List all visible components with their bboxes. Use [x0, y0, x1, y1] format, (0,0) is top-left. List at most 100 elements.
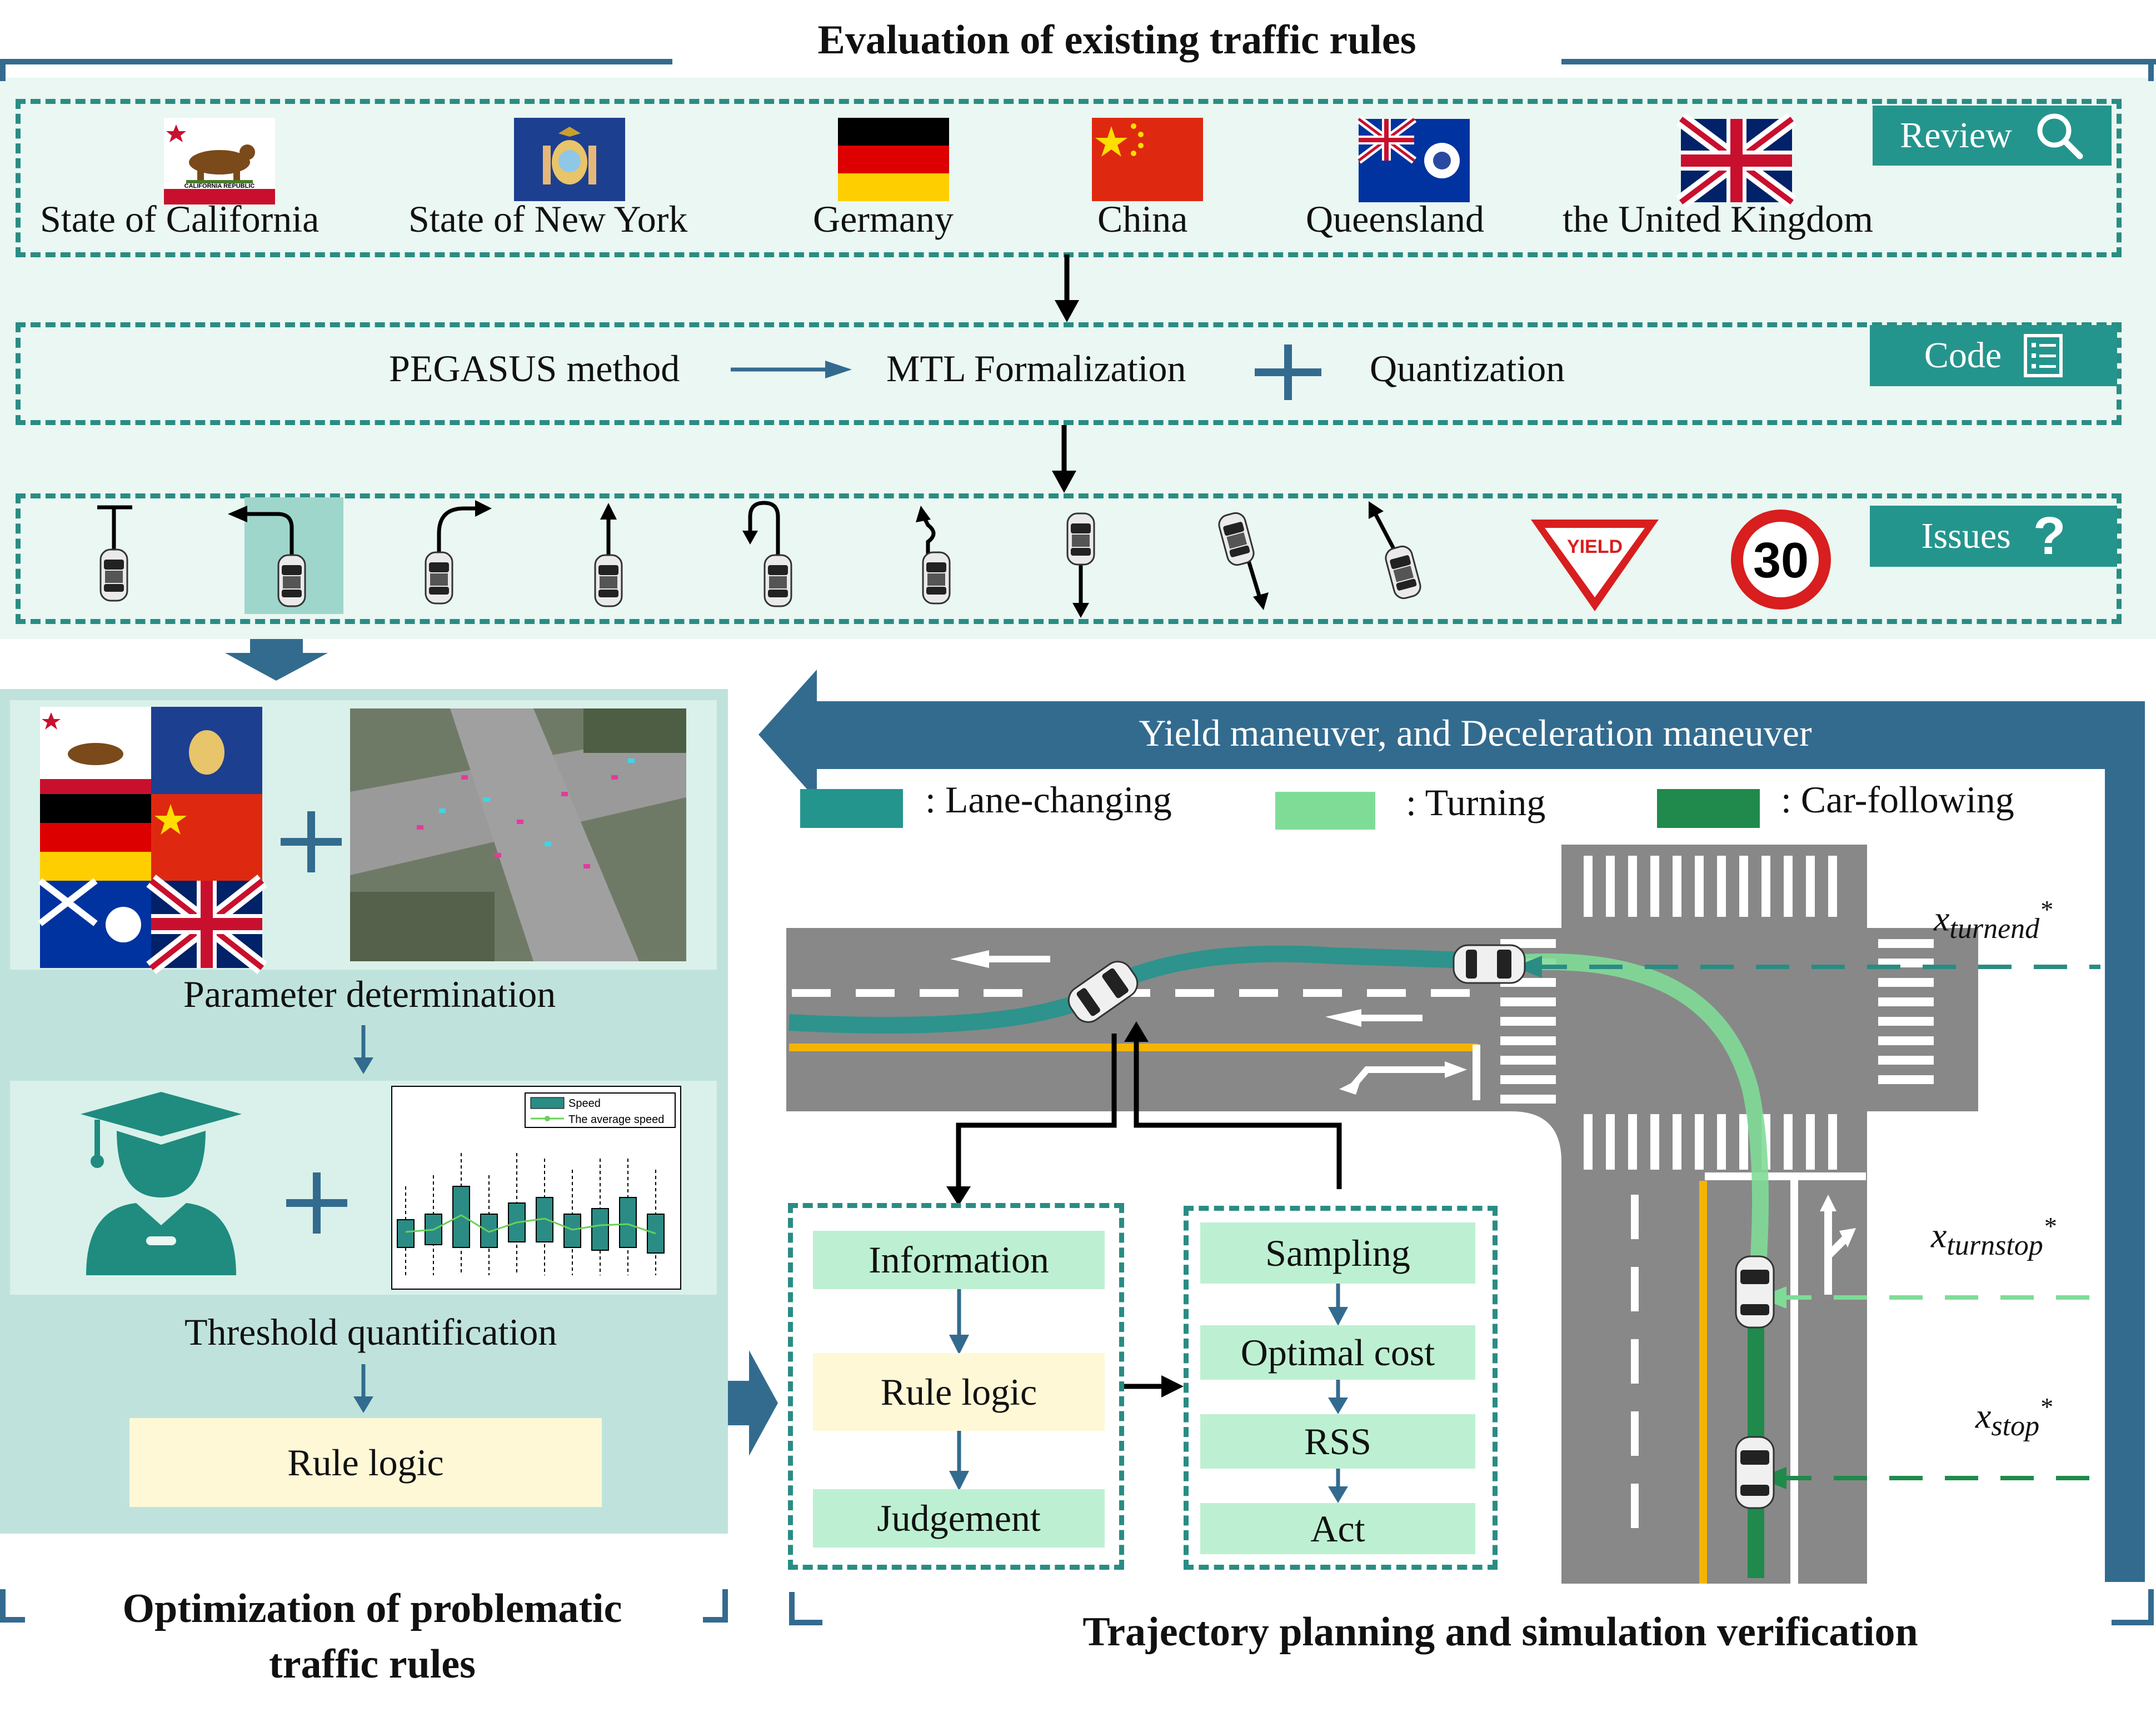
- judgement-box: Judgement: [813, 1489, 1105, 1548]
- right-footer-bracket-l: [789, 1592, 795, 1625]
- right-footer-bracket-rb: [2112, 1620, 2154, 1625]
- aerial-intersection-image: [350, 708, 686, 961]
- marker-turnstop: xturnstop*: [1931, 1211, 2056, 1262]
- method-arrow: [731, 361, 852, 378]
- svg-text:Speed: Speed: [568, 1097, 601, 1110]
- marker-turnend-base: x: [1934, 899, 1950, 939]
- legend-swatch-turning: [1275, 792, 1375, 830]
- planning-process-box: [1184, 1206, 1498, 1570]
- col2-arrow-2: [1328, 1380, 1348, 1414]
- marker-stop: xstop*: [1975, 1392, 2052, 1443]
- legend-label-turning: : Turning: [1406, 781, 1546, 823]
- issues-label: Issues: [1921, 516, 2011, 556]
- code-tag: Code: [1870, 325, 2117, 386]
- down-arrow-1: [1055, 254, 1079, 322]
- legend-label-car-following: : Car-following: [1781, 778, 2014, 821]
- marker-turnend-sup: *: [2039, 895, 2053, 924]
- marker-turnend: xturnend*: [1934, 895, 2052, 945]
- rule-logic-box-right: Rule logic: [813, 1353, 1105, 1431]
- col2-arrow-1: [1328, 1284, 1348, 1326]
- marker-turnend-sub: turnend: [1949, 913, 2040, 945]
- code-label: Code: [1924, 335, 2002, 376]
- rule-process-box: [788, 1203, 1124, 1570]
- left-footer-title: Optimization of problematic traffic rule…: [122, 1586, 622, 1687]
- issues-tag: Issues ?: [1870, 506, 2117, 567]
- right-footer-bracket-r: [2148, 1589, 2154, 1625]
- col1-arrow-1: [949, 1289, 969, 1355]
- threshold-quantification-label: Threshold quantification: [184, 1311, 557, 1353]
- yield-sign-icon: YIELD: [1531, 520, 1659, 611]
- legend-swatch-lane-changing: [800, 789, 903, 828]
- navy-right-arrow: [728, 1350, 778, 1456]
- navy-down-arrow: [225, 639, 328, 681]
- speed-limit-sign-icon: 30: [1731, 510, 1831, 610]
- marker-stop-sup: *: [2039, 1392, 2053, 1421]
- navy-return-vertical: [2105, 701, 2145, 1582]
- navy-return-horizontal: [811, 701, 2145, 769]
- legend-swatch-car-following: [1657, 789, 1760, 828]
- region-label-california: State of California: [40, 198, 320, 240]
- banner-label: Yield maneuver, and Deceleration maneuve…: [1139, 712, 1812, 754]
- information-box: Information: [813, 1231, 1105, 1289]
- marker-turnstop-base: x: [1931, 1215, 1947, 1255]
- plus-icon-flags: [281, 811, 342, 872]
- region-label-germany: Germany: [813, 198, 954, 240]
- col1-arrow-2: [949, 1431, 969, 1491]
- marker-stop-base: x: [1975, 1396, 1992, 1436]
- china-flag-icon: [1092, 118, 1203, 201]
- marker-turnstop-sup: *: [2043, 1212, 2056, 1240]
- region-label-china: China: [1097, 198, 1188, 240]
- speed-boxplot-chart: Speed The average speed: [391, 1086, 681, 1290]
- left-footer-bracket-l: [0, 1589, 6, 1623]
- svg-text:YIELD: YIELD: [1567, 536, 1623, 557]
- uk-flag-icon: [1676, 112, 1797, 209]
- marker-turnstop-sub: turnstop: [1947, 1230, 2043, 1262]
- top-bracket-left: [0, 59, 672, 64]
- rule-logic-box-left: Rule logic: [129, 1418, 602, 1507]
- region-label-uk: the United Kingdom: [1563, 198, 1874, 240]
- navy-return-arrowhead: [758, 670, 817, 800]
- act-box: Act: [1200, 1503, 1475, 1554]
- top-title: Evaluation of existing traffic rules: [817, 17, 1416, 63]
- top-bracket-left-tick: [0, 59, 6, 81]
- left-arrow-2: [353, 1364, 373, 1413]
- mtl-label: MTL Formalization: [886, 347, 1186, 390]
- new-york-flag-icon: [514, 118, 625, 201]
- svg-text:The average speed: The average speed: [568, 1114, 664, 1126]
- sampling-box: Sampling: [1200, 1222, 1475, 1284]
- left-footer-bracket-rb: [703, 1617, 728, 1623]
- legend-label-lane-changing: : Lane-changing: [925, 778, 1172, 821]
- svg-text:CALIFORNIA REPUBLIC: CALIFORNIA REPUBLIC: [184, 183, 255, 189]
- plus-icon-graduate: [286, 1172, 347, 1234]
- search-icon: [2037, 113, 2083, 159]
- col2-arrow-3: [1328, 1469, 1348, 1503]
- svg-text:30: 30: [1753, 533, 1809, 588]
- down-arrow-2: [1052, 425, 1076, 493]
- top-bracket-right-tick: [2148, 59, 2154, 81]
- marker-stop-sub: stop: [1991, 1410, 2040, 1443]
- flag-grid: [38, 707, 267, 975]
- right-footer-bracket-lb: [789, 1620, 822, 1625]
- review-label: Review: [1900, 115, 2012, 156]
- issues-box: [16, 493, 2122, 624]
- pegasus-label: PEGASUS method: [389, 347, 680, 390]
- queensland-flag-icon: [1356, 116, 1470, 202]
- parameter-determination-label: Parameter determination: [183, 973, 556, 1015]
- germany-flag-icon: [838, 118, 949, 201]
- plus-icon-method: [1255, 345, 1321, 400]
- rss-box: RSS: [1200, 1414, 1475, 1469]
- list-icon: [2024, 334, 2063, 377]
- graduate-icon: [81, 1092, 242, 1275]
- optimal-cost-box: Optimal cost: [1200, 1325, 1475, 1380]
- left-footer-bracket-r: [722, 1589, 728, 1623]
- left-footer-bracket-lb: [0, 1617, 25, 1623]
- question-icon: ?: [2033, 506, 2066, 566]
- top-bracket-right: [1561, 59, 2156, 64]
- region-label-queensland: Queensland: [1306, 198, 1485, 240]
- california-flag-icon: CALIFORNIA REPUBLIC: [164, 118, 275, 204]
- region-label-new-york: State of New York: [408, 198, 688, 240]
- method-box: [16, 322, 2122, 425]
- review-tag: Review: [1873, 106, 2112, 166]
